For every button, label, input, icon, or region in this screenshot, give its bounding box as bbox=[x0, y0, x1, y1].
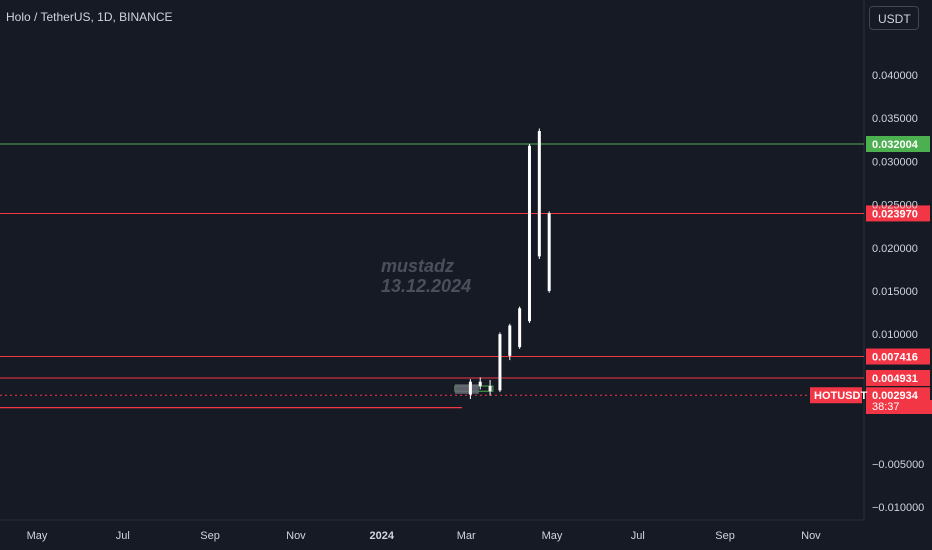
watermark: mustadz 13.12.2024 bbox=[381, 256, 471, 296]
candle-7 bbox=[537, 128, 541, 259]
candle-body-5 bbox=[518, 308, 522, 348]
candle-1 bbox=[478, 377, 482, 390]
x-tick-5: Mar bbox=[457, 530, 476, 542]
x-tick-9: Nov bbox=[801, 530, 821, 542]
level-tag-3: 0.004931 bbox=[872, 373, 918, 385]
symbol-tag-bg bbox=[810, 387, 862, 404]
y-tick-2: 0.030000 bbox=[872, 156, 918, 168]
y-tick-5: 0.015000 bbox=[872, 286, 918, 298]
y-tick-0: 0.040000 bbox=[872, 70, 918, 82]
level-tag-4: 0.002934 bbox=[872, 390, 919, 402]
x-tick-3: Nov bbox=[286, 530, 306, 542]
candle-body-7 bbox=[537, 131, 541, 257]
x-tick-1: Jul bbox=[116, 530, 130, 542]
level-tag-bg-1 bbox=[866, 205, 930, 222]
candle-body-3 bbox=[498, 334, 502, 391]
candle-4 bbox=[508, 323, 512, 361]
x-tick-6: May bbox=[542, 530, 563, 542]
candle-body-0 bbox=[468, 381, 472, 395]
symbol-tag: HOTUSDT bbox=[814, 390, 867, 402]
currency-button[interactable]: USDT bbox=[869, 6, 919, 30]
x-tick-0: May bbox=[27, 530, 48, 542]
candle-body-1 bbox=[478, 381, 482, 387]
x-tick-8: Sep bbox=[715, 530, 735, 542]
candle-body-4 bbox=[508, 325, 512, 356]
level-tag-0: 0.032004 bbox=[872, 139, 919, 151]
level-tag-bg-2 bbox=[866, 348, 930, 365]
level-tag-bg-4 bbox=[866, 387, 930, 404]
candle-2 bbox=[488, 379, 492, 396]
x-tick-7: Jul bbox=[631, 530, 645, 542]
zone-box-1 bbox=[454, 384, 479, 394]
y-tick-3: 0.025000 bbox=[872, 200, 918, 212]
symbol-title: Holo / TetherUS, 1D, BINANCE bbox=[6, 10, 173, 24]
level-tag-bg-3 bbox=[866, 369, 930, 386]
y-tick-6: 0.010000 bbox=[872, 329, 918, 341]
candle-body-8 bbox=[547, 213, 551, 291]
level-tag-1: 0.023970 bbox=[872, 208, 918, 220]
candle-body-6 bbox=[527, 145, 531, 322]
watermark-name: mustadz bbox=[381, 256, 455, 276]
watermark-date: 13.12.2024 bbox=[381, 276, 472, 296]
y-tick-4: 0.020000 bbox=[872, 243, 918, 255]
x-tick-4: 2024 bbox=[369, 530, 394, 542]
candle-body-2 bbox=[488, 386, 492, 392]
candle-3 bbox=[498, 332, 502, 393]
level-tag-2: 0.007416 bbox=[872, 352, 918, 364]
level-tag-bg-0 bbox=[866, 136, 930, 153]
countdown-timer: 38:37 bbox=[866, 400, 932, 414]
y-tick-7: −0.005000 bbox=[872, 459, 924, 471]
x-tick-2: Sep bbox=[200, 530, 220, 542]
y-tick-8: −0.010000 bbox=[872, 502, 924, 514]
y-tick-1: 0.035000 bbox=[872, 113, 918, 125]
candle-5 bbox=[518, 306, 522, 349]
candle-8 bbox=[547, 211, 551, 293]
candle-6 bbox=[527, 144, 531, 323]
candle-0 bbox=[468, 379, 472, 399]
